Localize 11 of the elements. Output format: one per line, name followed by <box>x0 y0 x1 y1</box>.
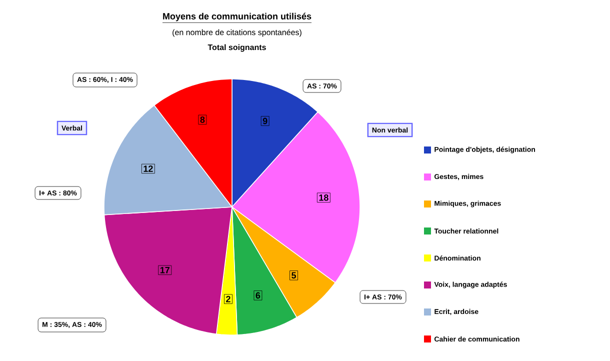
legend-title: Total soignants <box>208 44 266 52</box>
data-label: 12 <box>144 166 153 172</box>
data-label: 6 <box>256 292 260 299</box>
data-label: 18 <box>319 194 328 201</box>
data-label: 17 <box>160 267 170 274</box>
data-label: 9 <box>262 118 268 124</box>
data-label: 2 <box>226 296 230 302</box>
chart-title: Moyens de communication utilisés <box>163 12 312 22</box>
chart-subtitle: (en nombre de citations spontanées) <box>172 29 302 37</box>
data-label: 8 <box>200 116 205 123</box>
data-label: 5 <box>292 272 296 279</box>
